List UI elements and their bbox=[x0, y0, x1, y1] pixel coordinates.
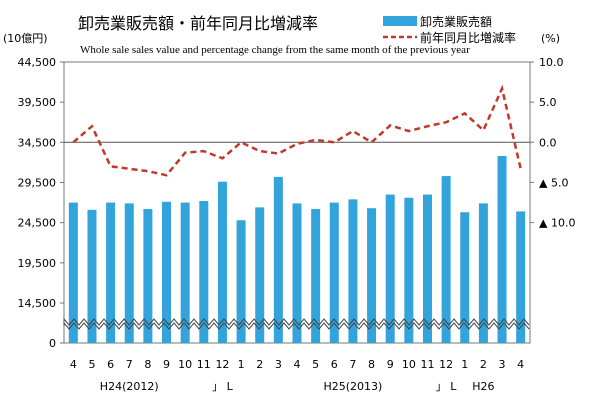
bar bbox=[124, 203, 134, 343]
bar bbox=[404, 197, 414, 343]
left-axis-unit: (10億円) bbox=[3, 32, 48, 45]
bar bbox=[143, 209, 153, 343]
series-line bbox=[72, 84, 522, 177]
category-label: 3 bbox=[275, 358, 282, 371]
category-label: 12 bbox=[215, 358, 229, 371]
category-label: 11 bbox=[197, 358, 211, 371]
bar bbox=[273, 176, 283, 343]
left-axis: 0 14,500 19,500 24,500 29,500 34,500 39,500 44,… bbox=[18, 56, 64, 350]
bar bbox=[422, 194, 432, 343]
category-label: 8 bbox=[144, 358, 151, 371]
category-label: 1 bbox=[461, 358, 468, 371]
category-label: 8 bbox=[368, 358, 375, 371]
category-label: 5 bbox=[88, 358, 95, 371]
bar bbox=[516, 211, 526, 343]
legend-line-label: 前年同月比増減率 bbox=[420, 30, 516, 45]
right-tick-label: ▲ 10.0 bbox=[539, 217, 575, 230]
category-label: 2 bbox=[480, 358, 487, 371]
left-tick-label: 29,500 bbox=[18, 177, 57, 190]
left-tick-label: 44,500 bbox=[18, 56, 57, 69]
period-label: 」 L bbox=[436, 380, 457, 393]
bar bbox=[87, 209, 97, 343]
right-tick-label: ▲ 5.0 bbox=[539, 176, 568, 189]
category-label: 7 bbox=[349, 358, 356, 371]
period-label: H25(2013) bbox=[323, 380, 382, 393]
category-label: 9 bbox=[387, 358, 394, 371]
bar-series bbox=[68, 155, 526, 343]
category-label: 11 bbox=[420, 358, 434, 371]
legend-bar-swatch bbox=[383, 16, 417, 26]
left-tick-label: 14,500 bbox=[18, 297, 57, 310]
bar bbox=[255, 207, 265, 343]
bar bbox=[460, 212, 470, 343]
category-label: 10 bbox=[178, 358, 192, 371]
bar bbox=[478, 203, 488, 343]
axis-break-mark bbox=[63, 321, 530, 330]
right-axis: 10.0 5.0 0.0 ▲ 5.0 ▲ 10.0 bbox=[530, 56, 575, 230]
right-tick-label: 5.0 bbox=[539, 96, 557, 109]
bar bbox=[236, 220, 246, 343]
left-tick-label: 34,500 bbox=[18, 136, 57, 149]
left-tick-label: 39,500 bbox=[18, 96, 57, 109]
bar bbox=[292, 203, 302, 343]
category-label: 12 bbox=[439, 358, 453, 371]
bar bbox=[180, 202, 190, 343]
category-label: 6 bbox=[331, 358, 338, 371]
x-axis-labels: 4 5 6 7 8 9 10 11 12 1 2 3 4 5 6 7 8 9 10 11 12 1 2 3 4 bbox=[70, 358, 524, 371]
chart-title: 卸売業販売額・前年同月比増減率 bbox=[78, 14, 318, 33]
bar bbox=[106, 202, 116, 343]
category-label: 4 bbox=[294, 358, 301, 371]
legend: 卸売業販売額 前年同月比増減率 bbox=[383, 14, 516, 45]
left-tick-label: 0 bbox=[49, 337, 56, 350]
category-label: 4 bbox=[517, 358, 524, 371]
period-labels: H24(2012) 」 L H25(2013) 」 L H26 bbox=[100, 380, 495, 393]
left-tick-label: 19,500 bbox=[18, 257, 57, 270]
bar bbox=[441, 176, 451, 343]
category-label: 1 bbox=[238, 358, 245, 371]
category-label: 10 bbox=[402, 358, 416, 371]
bar bbox=[217, 181, 227, 343]
line-series bbox=[72, 84, 522, 177]
category-label: 2 bbox=[256, 358, 263, 371]
chart-subtitle: Whole sale sales value and percentage ch… bbox=[80, 44, 470, 56]
bar bbox=[348, 199, 358, 343]
bar bbox=[311, 209, 321, 343]
bar bbox=[385, 194, 395, 343]
legend-bar-label: 卸売業販売額 bbox=[420, 14, 492, 29]
bar bbox=[329, 202, 339, 343]
category-label: 9 bbox=[163, 358, 170, 371]
right-axis-unit: (%) bbox=[541, 32, 560, 45]
period-label: H24(2012) bbox=[100, 380, 159, 393]
category-label: 7 bbox=[126, 358, 133, 371]
bar bbox=[68, 202, 78, 343]
bar bbox=[367, 208, 377, 343]
right-tick-label: 0.0 bbox=[539, 136, 557, 149]
bar bbox=[497, 155, 507, 343]
category-label: 6 bbox=[107, 358, 114, 371]
category-label: 5 bbox=[312, 358, 319, 371]
category-label: 4 bbox=[70, 358, 77, 371]
bar bbox=[199, 200, 209, 343]
axis-break-mark bbox=[63, 317, 530, 326]
period-label: H26 bbox=[472, 380, 494, 393]
bar bbox=[162, 201, 172, 343]
left-tick-label: 24,500 bbox=[18, 217, 57, 230]
category-label: 3 bbox=[499, 358, 506, 371]
right-tick-label: 10.0 bbox=[539, 56, 564, 69]
period-label: 」 L bbox=[212, 380, 233, 393]
